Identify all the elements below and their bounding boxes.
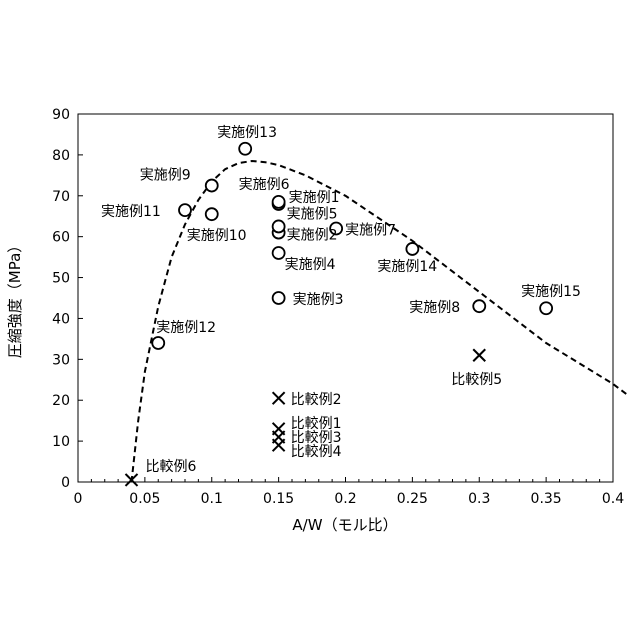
- y-tick-label: 80: [52, 148, 70, 164]
- y-tick-label: 20: [52, 393, 70, 409]
- x-tick-label: 0.35: [531, 491, 562, 507]
- y-tick-label: 40: [52, 311, 70, 327]
- circle-marker: [239, 143, 251, 155]
- point-label: 実施例15: [521, 284, 581, 300]
- y-tick-label: 60: [52, 230, 70, 246]
- point-label: 実施例2: [287, 228, 338, 244]
- y-tick-label: 70: [52, 189, 70, 205]
- circle-marker: [473, 300, 485, 312]
- point-label: 実施例12: [156, 320, 216, 336]
- circle-marker: [152, 337, 164, 349]
- point-label: 実施例4: [285, 257, 336, 273]
- point-label: 比較例5: [451, 372, 502, 388]
- y-tick-label: 0: [61, 475, 70, 491]
- point-label: 実施例5: [287, 206, 338, 222]
- x-tick-label: 0.3: [468, 491, 490, 507]
- circle-marker: [206, 208, 218, 220]
- x-tick-label: 0.25: [397, 491, 428, 507]
- y-tick-label: 50: [52, 271, 70, 287]
- point-label: 実施例1: [289, 190, 340, 206]
- point-label: 実施例7: [345, 222, 396, 238]
- y-tick-label: 30: [52, 352, 70, 368]
- circle-marker: [273, 220, 285, 232]
- x-axis-title: A/W（モル比）: [292, 516, 397, 534]
- x-tick-label: 0.15: [263, 491, 294, 507]
- point-label: 実施例9: [140, 168, 191, 184]
- circle-marker: [273, 247, 285, 259]
- circle-marker: [273, 196, 285, 208]
- x-tick-label: 0.05: [129, 491, 160, 507]
- circle-marker: [206, 180, 218, 192]
- point-label: 実施例13: [217, 125, 277, 141]
- circle-marker: [273, 292, 285, 304]
- y-tick-label: 90: [52, 107, 70, 123]
- point-label: 比較例2: [291, 392, 342, 408]
- x-tick-label: 0.1: [201, 491, 223, 507]
- x-tick-label: 0.2: [334, 491, 356, 507]
- point-label: 実施例6: [239, 177, 290, 193]
- point-label: 実施例8: [409, 300, 460, 316]
- x-tick-label: 0: [74, 491, 83, 507]
- point-label: 実施例10: [187, 228, 247, 244]
- circle-marker: [406, 243, 418, 255]
- circle-marker: [179, 204, 191, 216]
- y-tick-label: 10: [52, 434, 70, 450]
- point-label: 実施例14: [377, 259, 437, 275]
- point-label: 実施例11: [101, 204, 161, 220]
- circle-marker: [540, 302, 552, 314]
- x-tick-label: 0.4: [602, 491, 624, 507]
- point-label: 比較例4: [291, 444, 342, 460]
- point-label: 比較例6: [146, 459, 197, 475]
- point-label: 実施例3: [293, 292, 344, 308]
- y-axis-title: 圧縮強度（MPa）: [6, 238, 24, 359]
